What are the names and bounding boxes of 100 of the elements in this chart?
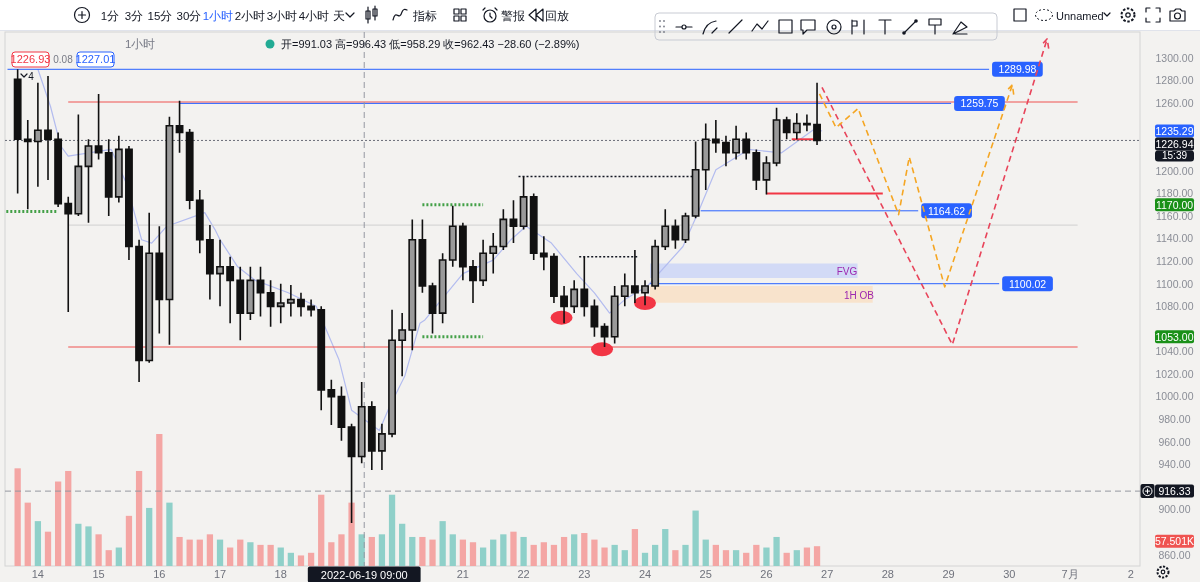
- candlestick: [297, 291, 305, 318]
- bar: [44, 531, 52, 566]
- bar: [571, 534, 578, 566]
- candlestick: [337, 385, 346, 442]
- candlestick: [550, 252, 558, 304]
- bar: [115, 547, 122, 566]
- text: 15:39: [1161, 149, 1188, 161]
- y-tick-label: 1120.00: [1155, 254, 1194, 267]
- candlestick: [195, 189, 204, 255]
- text: 57.501K: [1154, 535, 1195, 547]
- x-tick-label: 30: [1003, 567, 1016, 580]
- candlestick: [23, 119, 32, 211]
- x-tick-label: 21: [456, 567, 469, 580]
- candlestick: [560, 285, 568, 325]
- y-tick-label: 1160.00: [1155, 209, 1194, 222]
- candlestick: [388, 308, 396, 439]
- text: 1235.29: [1155, 124, 1194, 137]
- bar: [813, 546, 821, 566]
- annotation: 1H OB: [843, 290, 875, 301]
- bar: [773, 536, 780, 566]
- bar: [176, 536, 183, 566]
- bar: [449, 534, 456, 566]
- bar: [338, 534, 345, 566]
- bar: [75, 523, 82, 566]
- bar: [763, 547, 770, 566]
- bar: [409, 536, 416, 566]
- bar: [500, 534, 507, 566]
- text: 4小时: [298, 9, 330, 22]
- candlestick: [732, 124, 741, 161]
- candlestick: [509, 199, 518, 244]
- candlestick: [772, 106, 781, 168]
- candlestick: [499, 208, 508, 251]
- annotation: FVG: [836, 265, 858, 277]
- x-tick-label: 22: [517, 567, 530, 580]
- y-tick-label: 1200.00: [1155, 164, 1194, 177]
- candlestick: [13, 68, 22, 195]
- bar: [439, 521, 446, 566]
- y-tick-label: 940.00: [1158, 458, 1191, 471]
- candlestick: [226, 255, 235, 325]
- candlestick: [145, 211, 154, 364]
- bar: [753, 544, 760, 566]
- y-tick-label: 900.00: [1158, 503, 1191, 516]
- bar: [732, 550, 740, 566]
- annotation: 4: [28, 71, 35, 82]
- x-tick-label: 7月: [1061, 567, 1079, 580]
- candlestick: [175, 100, 184, 154]
- candlestick: [762, 155, 771, 196]
- candlestick: [671, 218, 680, 250]
- bar: [146, 507, 153, 566]
- y-tick-label: 1100.00: [1155, 277, 1194, 290]
- candlestick: [408, 218, 417, 352]
- candlestick: [590, 298, 599, 338]
- y-tick-label: 1280.00: [1155, 74, 1194, 87]
- candlestick: [701, 122, 710, 191]
- y-tick-label: 1300.00: [1155, 51, 1194, 64]
- bar: [135, 470, 143, 566]
- x-tick-label: 2: [1127, 567, 1134, 580]
- bar: [783, 552, 790, 566]
- bar: [34, 521, 42, 566]
- candlestick: [620, 272, 629, 308]
- candlestick: [792, 112, 801, 141]
- text: Unnamed: [1056, 9, 1104, 22]
- text: 指标: [412, 9, 437, 22]
- candlestick: [165, 115, 174, 346]
- x-tick-label: 28: [881, 567, 894, 580]
- text: 警报: [501, 9, 525, 22]
- bar: [682, 544, 689, 566]
- candlestick: [681, 211, 690, 244]
- candlestick: [286, 284, 295, 318]
- x-tick-label: 15: [92, 567, 105, 580]
- bar: [530, 544, 537, 566]
- bar: [54, 481, 62, 566]
- candlestick: [216, 238, 224, 308]
- candlestick: [64, 196, 73, 313]
- candlestick: [458, 221, 467, 282]
- candlestick: [802, 113, 811, 133]
- text: 1分: [100, 9, 120, 22]
- bar: [227, 547, 234, 566]
- candlestick: [711, 119, 720, 154]
- candlestick: [367, 400, 376, 471]
- candlestick: [752, 148, 761, 191]
- bar: [641, 552, 649, 566]
- x-tick-label: 27: [821, 567, 834, 580]
- candlestick: [377, 422, 386, 471]
- x-tick-label: 25: [699, 567, 712, 580]
- candlestick: [742, 131, 751, 161]
- bar: [105, 550, 112, 566]
- bar: [459, 539, 467, 566]
- text: 3小时: [266, 9, 298, 22]
- bar: [378, 534, 386, 566]
- candlestick: [276, 282, 285, 325]
- candlestick: [448, 205, 457, 268]
- bar: [510, 531, 517, 566]
- candlestick: [33, 82, 42, 188]
- candlestick: [307, 298, 316, 318]
- bar: [388, 494, 396, 566]
- bar: [24, 502, 31, 566]
- bar: [328, 542, 335, 566]
- y-tick-label: 1080.00: [1155, 300, 1194, 313]
- bar: [307, 552, 315, 566]
